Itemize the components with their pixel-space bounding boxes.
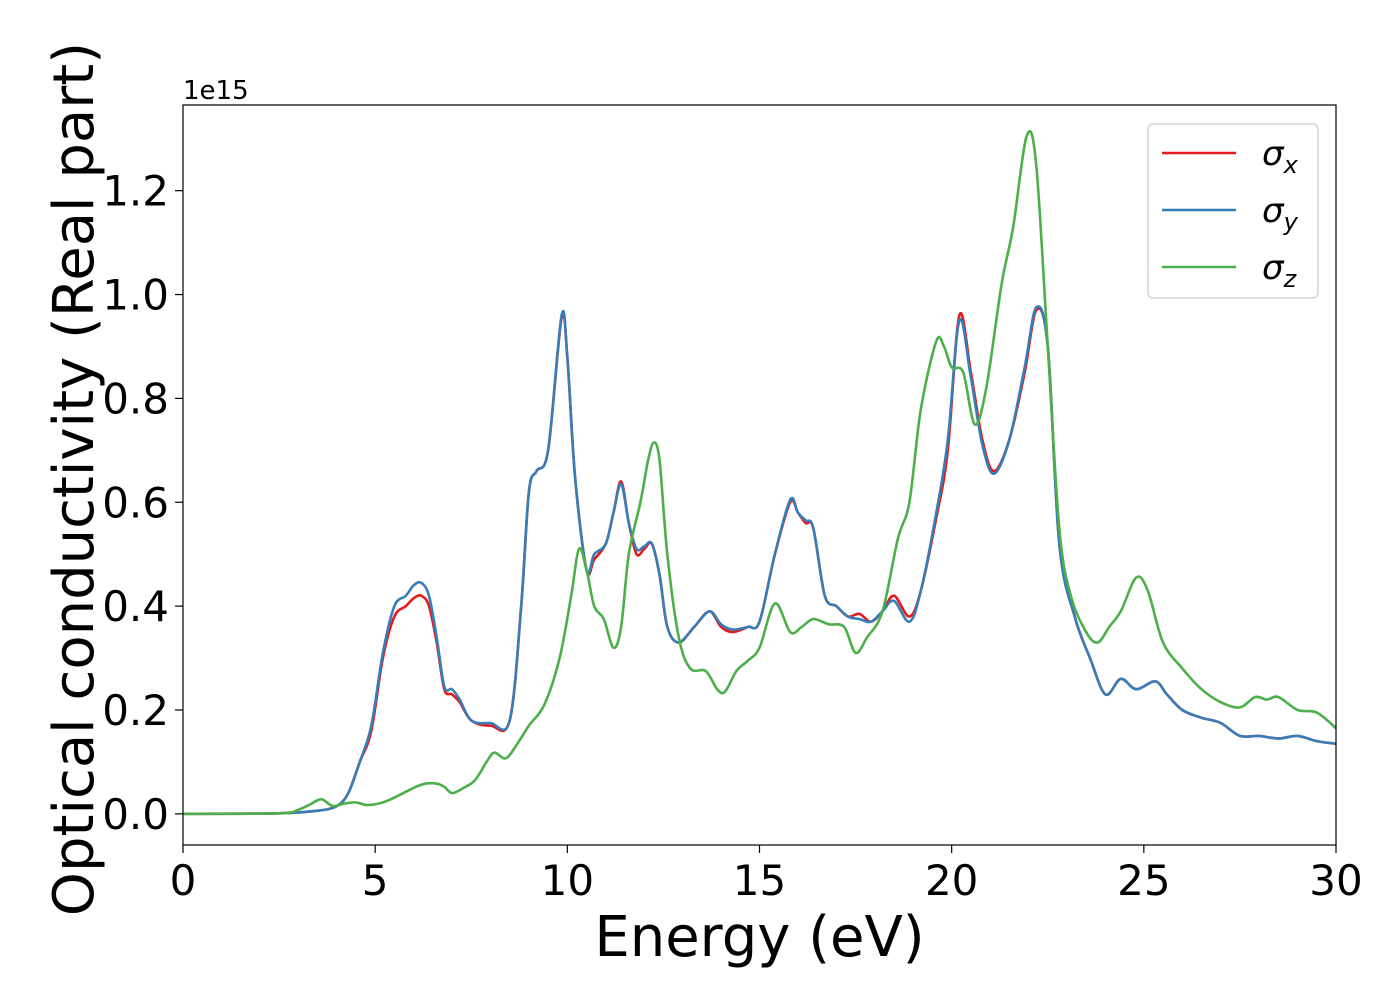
legend-label-z: σz xyxy=(1262,248,1298,293)
y-offset-label: 1e15 xyxy=(183,76,249,106)
x-tick-label: 30 xyxy=(1309,856,1362,905)
x-axis: 0 5 10 15 20 25 30 xyxy=(170,845,1363,905)
series-line-x xyxy=(183,307,1336,816)
legend-label-x: σx xyxy=(1262,134,1299,179)
x-axis-title: Energy (eV) xyxy=(594,905,924,970)
legend-label-y: σy xyxy=(1262,191,1299,236)
y-tick-label: 0.2 xyxy=(102,686,169,735)
x-tick-label: 5 xyxy=(362,856,389,905)
y-axis-title: Optical conductivity (Real part) xyxy=(42,42,107,916)
x-tick-label: 20 xyxy=(925,856,978,905)
series-line-y xyxy=(183,305,1336,816)
y-tick-label: 0.4 xyxy=(102,582,169,631)
y-axis: 0.0 0.2 0.4 0.6 0.8 1.0 1.2 xyxy=(102,167,183,839)
y-tick-label: 1.2 xyxy=(102,167,169,216)
y-tick-label: 1.0 xyxy=(102,271,169,320)
series-layer xyxy=(183,130,1336,816)
y-tick-label: 0.8 xyxy=(102,374,169,423)
legend: σx σy σz xyxy=(1147,123,1319,299)
x-tick-label: 15 xyxy=(733,856,786,905)
x-tick-label: 25 xyxy=(1117,856,1170,905)
y-tick-label: 0.6 xyxy=(102,478,169,527)
series-line-z xyxy=(183,130,1336,816)
x-tick-label: 0 xyxy=(170,856,197,905)
y-tick-label: 0.0 xyxy=(102,790,169,839)
x-tick-label: 10 xyxy=(541,856,594,905)
